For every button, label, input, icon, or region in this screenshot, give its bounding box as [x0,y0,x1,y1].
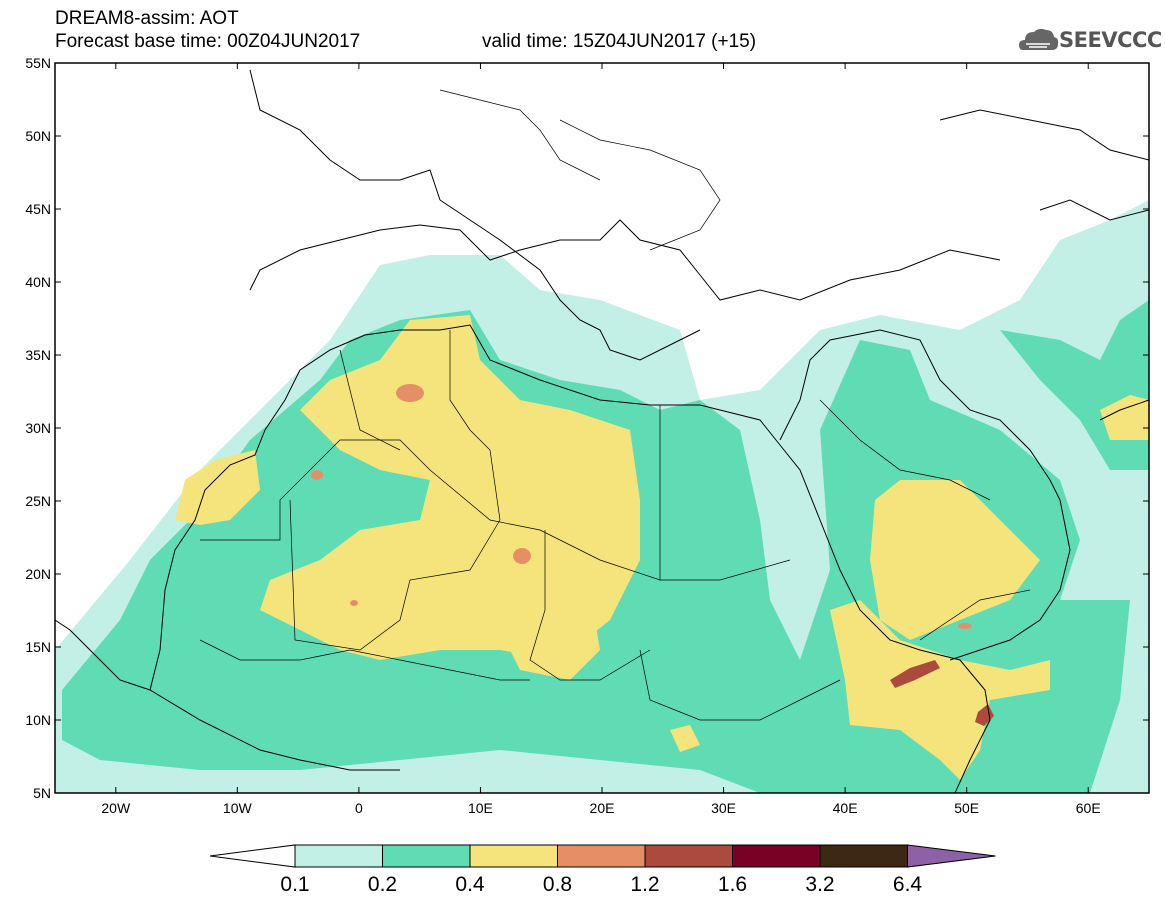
colorbar-label: 0.4 [455,873,485,896]
lon-label: 0 [355,800,363,816]
lat-label: 20N [25,566,51,582]
lon-label: 20W [101,800,131,816]
seevccc-logo: SEEVCCC [1059,28,1162,52]
aot-band-0.8-spot-5 [958,623,972,629]
lat-label: 25N [25,493,51,509]
aot-field [55,69,1149,793]
colorbar-segment [294,844,383,868]
aot-band-0.4-south [500,560,600,680]
latitude-axis: 55N 50N 45N 40N 35N 30N 25N 20N 15N 10N 5N [25,55,1149,801]
aot-band-0.4-west [175,450,260,525]
aot-band-0.4-gulf [1100,395,1149,440]
colorbar-label: 1.2 [630,873,659,896]
lat-label: 10N [25,712,51,728]
lon-label: 60E [1076,800,1101,816]
colorbar-label: 0.1 [280,873,309,896]
colorbar-segment [732,844,821,868]
colorbar-segment [644,844,733,868]
colorbar-segment [819,844,908,868]
map-title: DREAM8-assim: AOT [55,8,239,29]
coastlines [55,69,1149,793]
aot-band-0.8-spot-1 [396,384,424,402]
lat-label: 45N [25,201,51,217]
colorbar-right-arrow [907,844,996,868]
colorbar-segment [557,844,646,868]
colorbar-segment [382,844,471,868]
colorbar-label: 3.2 [805,873,834,896]
longitude-axis: 20W 10W 0 10E 20E 30E 40E 50E 60E [101,63,1101,816]
lat-label: 5N [33,785,51,801]
lon-label: 50E [954,800,979,816]
colorbar-left-arrow [209,844,296,868]
aot-band-0.4-arabia [870,480,1040,640]
lon-label: 20E [590,800,615,816]
lat-label: 35N [25,347,51,363]
colorbar-label: 6.4 [893,873,923,896]
lon-label: 40E [833,800,858,816]
aot-band-0.8-spot-4 [350,600,358,606]
forecast-base-time: Forecast base time: 00Z04JUN2017 [55,31,361,52]
aot-band-0.8-spot-2 [513,548,531,564]
lat-label: 30N [25,420,51,436]
lat-label: 40N [25,274,51,290]
lat-label: 15N [25,639,51,655]
colorbar-label: 0.2 [368,873,397,896]
aot-band-0.4-yemen [830,600,1050,780]
aot-band-0.4-spot [670,725,700,752]
aot-band-0.8-spot-3 [311,470,323,480]
valid-time: valid time: 15Z04JUN2017 (+15) [482,31,757,52]
lon-label: 10E [468,800,493,816]
lat-label: 50N [25,128,51,144]
colorbar: 0.1 0.2 0.4 0.8 1.2 1.6 3.2 6.4 [209,844,996,896]
aot-band-1.2-yemen [890,660,940,688]
lat-label: 55N [25,55,51,71]
cloud-icon [1019,28,1059,50]
lon-label: 30E [711,800,736,816]
colorbar-label: 1.6 [718,873,747,896]
lon-label: 10W [223,800,253,816]
colorbar-label: 0.8 [543,873,572,896]
country-borders [199,89,1031,721]
colorbar-segment [469,844,558,868]
